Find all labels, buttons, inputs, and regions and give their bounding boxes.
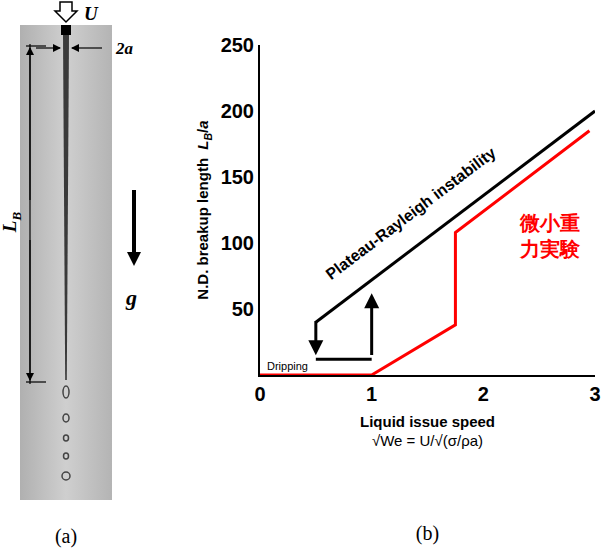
html-text:(b): (b) (415, 522, 440, 544)
svg-text:200: 200 (221, 100, 254, 122)
svg-text:3: 3 (589, 383, 600, 405)
svg-text:2a: 2a (115, 39, 134, 58)
svg-text:微小重力実験: 微小重力実験 (519, 212, 581, 260)
svg-text:(a): (a) (55, 525, 77, 548)
svg-text:g: g (125, 285, 137, 310)
svg-text:Plateau-Rayleigh instability: Plateau-Rayleigh instability (323, 144, 499, 283)
svg-text:Liquid issue speed√We = U/√(σ/: Liquid issue speed√We = U/√(σ/ρa) (360, 413, 495, 450)
svg-text:N.D. breakup length L​B​/a: N.D. breakup length L​B​/a (194, 120, 213, 299)
svg-text:100: 100 (221, 232, 254, 254)
svg-text:Dripping: Dripping (267, 360, 308, 372)
svg-text:0: 0 (254, 383, 265, 405)
svg-text:U: U (84, 3, 99, 24)
svg-text:1: 1 (366, 383, 377, 405)
svg-text:LB: LB (0, 212, 24, 234)
svg-text:50: 50 (232, 298, 254, 320)
svg-text:2: 2 (478, 383, 489, 405)
svg-text:250: 250 (221, 34, 254, 56)
svg-text:150: 150 (221, 166, 254, 188)
